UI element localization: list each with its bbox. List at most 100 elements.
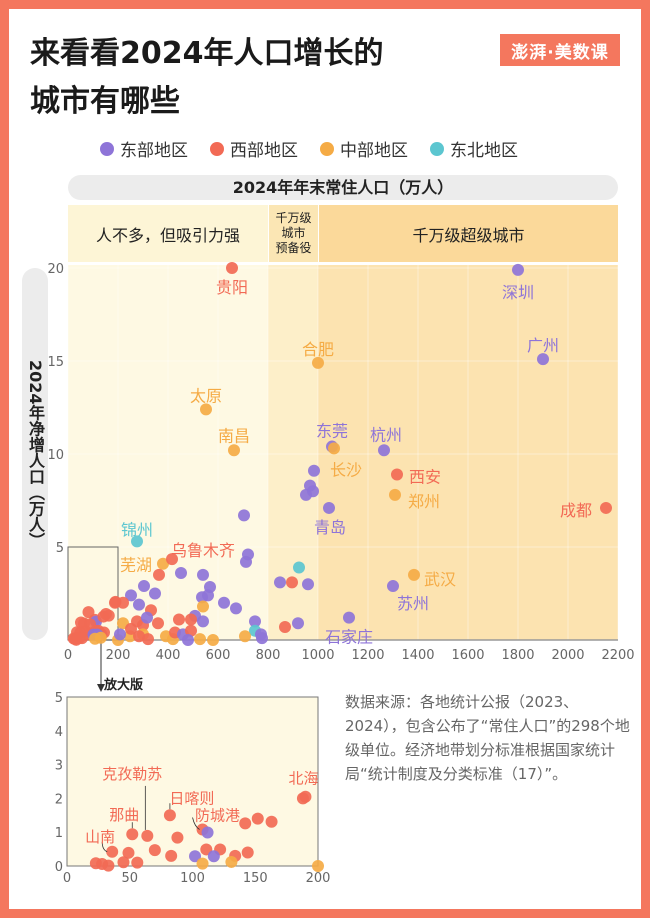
data-point bbox=[300, 488, 312, 501]
data-point bbox=[238, 509, 250, 522]
data-point bbox=[153, 568, 165, 581]
data-point bbox=[312, 356, 324, 369]
band-header-megacity: 千万级超级城市 bbox=[319, 205, 618, 262]
inset-data-point bbox=[106, 845, 119, 858]
inset-y-tick-label: 5 bbox=[55, 691, 63, 706]
inset-data-point bbox=[241, 846, 254, 859]
point-label: 苏州 bbox=[397, 594, 429, 613]
inset-data-point bbox=[225, 855, 238, 868]
inset-data-point bbox=[265, 815, 278, 828]
point-label: 成都 bbox=[560, 501, 592, 520]
data-point bbox=[218, 596, 230, 609]
data-point bbox=[149, 587, 161, 600]
data-point bbox=[131, 535, 143, 548]
page-title: 来看看2024年人口增长的 城市有哪些 bbox=[30, 30, 384, 126]
inset-data-point bbox=[148, 844, 161, 857]
point-label: 乌鲁木齐 bbox=[171, 541, 235, 560]
data-point bbox=[94, 631, 107, 644]
band-megacity bbox=[318, 265, 618, 640]
data-point bbox=[142, 633, 154, 646]
inset-point-label: 克孜勒苏 bbox=[102, 765, 162, 783]
band-label-line: 千万级 bbox=[275, 211, 312, 225]
data-point bbox=[102, 609, 115, 622]
x-tick-label: 2000 bbox=[551, 648, 584, 663]
x-tick-label: 400 bbox=[156, 648, 181, 663]
inset-y-tick-label: 2 bbox=[55, 792, 63, 807]
y-axis-title-text: 2024年净增人口（万人） bbox=[26, 359, 45, 549]
data-point bbox=[114, 628, 126, 641]
inset-data-point bbox=[239, 817, 252, 830]
point-label: 太原 bbox=[190, 386, 222, 405]
inset-data-point bbox=[163, 809, 176, 822]
inset-point-label: 那曲 bbox=[109, 806, 139, 824]
data-point bbox=[239, 630, 251, 643]
inset-data-point bbox=[141, 829, 154, 842]
west-dot-icon bbox=[210, 141, 224, 156]
inset-x-tick-label: 0 bbox=[63, 871, 71, 886]
data-point bbox=[207, 634, 219, 646]
inset-point-label: 防城港 bbox=[195, 806, 240, 824]
legend-label: 中部地区 bbox=[340, 141, 408, 161]
point-label: 芜湖 bbox=[120, 556, 152, 575]
arrow-down-icon bbox=[97, 684, 105, 692]
inset-data-point bbox=[296, 792, 309, 805]
inset-plot-area bbox=[66, 696, 319, 867]
data-point bbox=[408, 568, 420, 581]
inset-x-tick-label: 50 bbox=[121, 871, 138, 886]
data-point bbox=[76, 632, 88, 645]
point-label: 南昌 bbox=[218, 426, 250, 445]
point-label: 锦州 bbox=[121, 520, 153, 539]
point-label: 杭州 bbox=[370, 425, 402, 444]
point-label: 广州 bbox=[527, 336, 559, 355]
data-point bbox=[196, 591, 208, 604]
x-axis-title: 2024年年末常住人口（万人） bbox=[68, 175, 618, 200]
inset-data-point bbox=[117, 856, 130, 869]
leader-line bbox=[101, 841, 108, 853]
logo-text: 澎湃·美数课 bbox=[511, 42, 609, 63]
inset-data-point bbox=[312, 860, 324, 872]
data-point bbox=[286, 576, 298, 589]
point-label: 武汉 bbox=[424, 570, 456, 589]
data-point bbox=[133, 598, 145, 611]
point-label: 石家庄 bbox=[325, 628, 373, 647]
data-point bbox=[512, 263, 524, 276]
data-point bbox=[197, 615, 209, 628]
inset-data-point bbox=[189, 850, 202, 863]
band-label-line: 预备役 bbox=[275, 241, 312, 255]
data-point bbox=[138, 580, 150, 593]
data-point bbox=[185, 613, 197, 626]
point-label: 西安 bbox=[409, 467, 441, 486]
data-point bbox=[292, 617, 304, 630]
data-point bbox=[152, 617, 164, 630]
data-point bbox=[166, 553, 178, 566]
x-tick-label: 1600 bbox=[451, 648, 484, 663]
inset-y-tick-label: 1 bbox=[55, 826, 63, 841]
data-point bbox=[173, 613, 185, 626]
inset-data-point bbox=[102, 859, 115, 872]
data-point bbox=[125, 622, 137, 635]
data-point bbox=[256, 632, 268, 645]
data-point bbox=[185, 624, 197, 637]
data-point bbox=[141, 611, 153, 624]
data-point bbox=[226, 262, 238, 274]
y-tick-label: 20 bbox=[47, 262, 64, 277]
point-label: 贵阳 bbox=[216, 278, 248, 297]
y-tick-label: 10 bbox=[47, 448, 64, 463]
band-label-line: 城市 bbox=[281, 226, 306, 240]
legend-item-northeast: 东北地区 bbox=[430, 136, 518, 161]
data-point bbox=[230, 602, 242, 615]
y-tick-label: 5 bbox=[56, 541, 64, 556]
x-tick-label: 1000 bbox=[301, 648, 334, 663]
point-label: 合肥 bbox=[302, 340, 334, 359]
data-point bbox=[228, 444, 240, 457]
leader-line bbox=[192, 817, 200, 830]
data-point bbox=[197, 568, 209, 581]
band-label: 人不多，但吸引力强 bbox=[95, 225, 240, 245]
band-header-small: 人不多，但吸引力强 bbox=[68, 205, 268, 262]
data-point bbox=[182, 634, 194, 646]
data-point bbox=[378, 444, 390, 457]
x-tick-label: 600 bbox=[206, 648, 231, 663]
band-label: 千万级超级城市 bbox=[412, 225, 525, 245]
data-point bbox=[343, 611, 355, 624]
